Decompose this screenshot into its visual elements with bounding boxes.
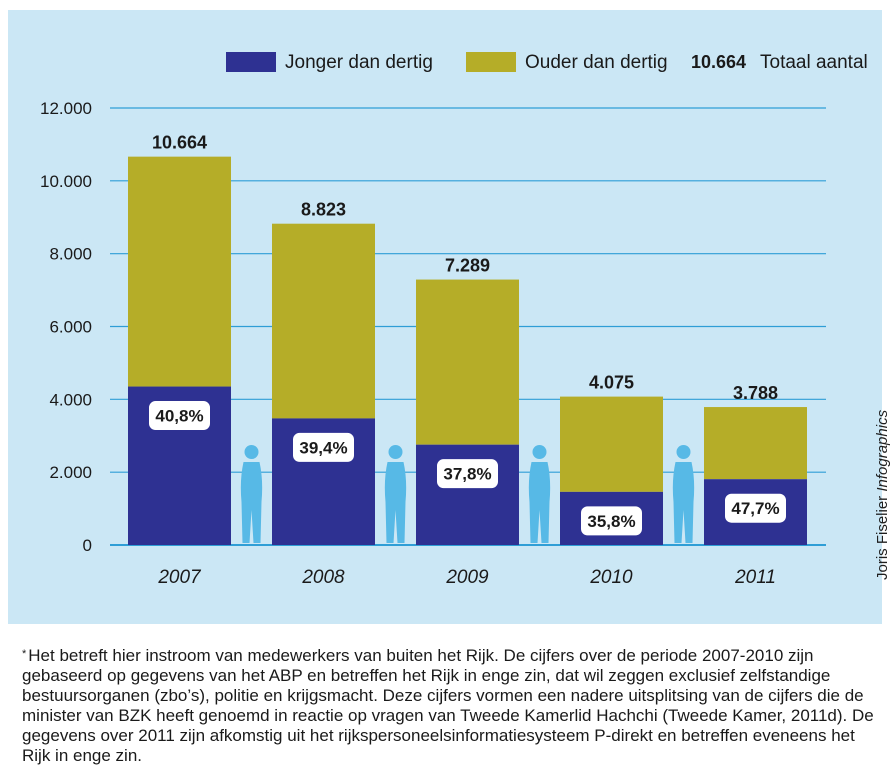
total-label: 3.788: [733, 383, 778, 403]
x-tick-label: 2008: [301, 567, 345, 588]
stacked-bar-chart: 0 2.000 4.000 6.000 8.000 10.000 12.000 10.664 4…: [40, 52, 868, 588]
person-icon: [388, 445, 403, 459]
footnote: * Het betreft hier instroom van medewerke…: [22, 646, 884, 766]
legend-swatch-ouder: [466, 52, 516, 72]
total-label: 8.823: [301, 200, 346, 220]
y-tick-label: 12.000: [40, 99, 92, 118]
chart-panel: 0 2.000 4.000 6.000 8.000 10.000 12.000 10.664 4…: [8, 10, 890, 624]
person-icon: [384, 462, 407, 543]
y-tick-label: 0: [83, 536, 92, 555]
share-label: 40,8%: [155, 407, 203, 426]
x-tick-label: 2007: [157, 567, 202, 588]
legend-label-jonger: Jonger dan dertig: [285, 52, 433, 73]
legend-total-value: 10.664: [691, 52, 746, 72]
total-label: 7.289: [445, 256, 490, 276]
share-label: 37,8%: [443, 465, 491, 484]
person-icon: [244, 445, 259, 459]
person-icon: [532, 445, 547, 459]
legend-label-ouder: Ouder dan dertig: [525, 52, 668, 73]
y-tick-label: 8.000: [49, 245, 92, 264]
share-badge: [724, 492, 787, 524]
footnote-text: Het betreft hier instroom van medewerker…: [22, 646, 874, 765]
share-label: 39,4%: [299, 438, 347, 457]
legend-total-label: Totaal aantal: [760, 52, 868, 73]
person-icon: [672, 462, 695, 543]
share-badge: [292, 431, 355, 463]
footnote-marker: *: [22, 648, 27, 660]
person-icon: [676, 445, 691, 459]
y-tick-label: 2.000: [49, 463, 92, 482]
share-badge: [436, 458, 499, 490]
total-label: 10.664: [152, 133, 207, 153]
bar-ouder: [416, 279, 519, 445]
bar-ouder: [128, 156, 231, 387]
share-badge: [580, 505, 643, 537]
share-label: 47,7%: [731, 499, 779, 518]
share-badge: [148, 400, 211, 432]
credit-org: Infographics: [874, 409, 890, 492]
y-tick-label: 6.000: [49, 318, 92, 337]
total-label: 4.075: [589, 373, 634, 393]
y-tick-label: 10.000: [40, 172, 92, 191]
bar-ouder: [560, 396, 663, 492]
y-tick-label: 4.000: [49, 390, 92, 409]
x-tick-label: 2011: [734, 567, 776, 588]
bar-ouder: [272, 223, 375, 419]
legend-swatch-jonger: [226, 52, 276, 72]
credit-line: Joris Fiselier Infographics: [874, 410, 890, 580]
credit-name: Joris Fiselier: [874, 495, 890, 580]
x-tick-label: 2009: [445, 567, 489, 588]
share-label: 35,8%: [587, 512, 635, 531]
x-tick-label: 2010: [589, 567, 633, 588]
person-icon: [240, 462, 263, 543]
person-icon: [528, 462, 551, 543]
bar-ouder: [704, 407, 807, 480]
